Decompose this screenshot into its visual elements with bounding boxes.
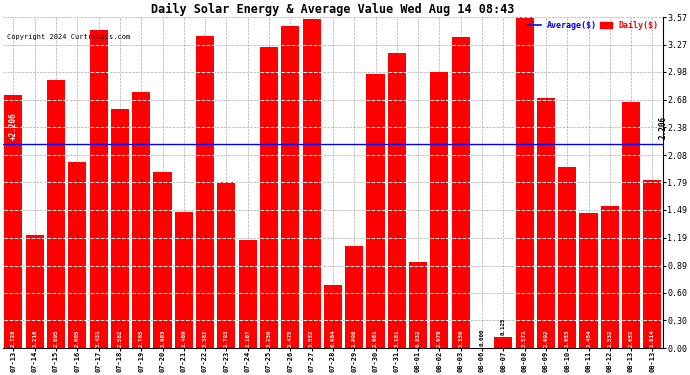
Bar — [622, 102, 640, 348]
Text: 1.098: 1.098 — [352, 330, 357, 347]
Bar — [111, 109, 129, 348]
Text: +2.206: +2.206 — [9, 112, 18, 140]
Bar — [175, 212, 193, 348]
Text: 2.765: 2.765 — [139, 330, 144, 347]
Bar — [366, 74, 384, 348]
Text: 2.005: 2.005 — [75, 330, 80, 347]
Bar — [132, 92, 150, 348]
Text: 2.206: 2.206 — [658, 116, 667, 139]
Text: 3.431: 3.431 — [96, 330, 101, 347]
Text: 2.895: 2.895 — [54, 330, 59, 347]
Text: 2.652: 2.652 — [629, 330, 633, 347]
Text: 1.953: 1.953 — [564, 330, 570, 347]
Bar — [601, 206, 619, 348]
Bar — [90, 30, 108, 348]
Bar — [26, 236, 43, 348]
Text: 3.350: 3.350 — [458, 330, 463, 347]
Bar — [558, 167, 576, 348]
Bar — [47, 80, 65, 348]
Title: Daily Solar Energy & Average Value Wed Aug 14 08:43: Daily Solar Energy & Average Value Wed A… — [151, 3, 515, 16]
Bar — [196, 36, 214, 348]
Text: 3.181: 3.181 — [394, 330, 400, 347]
Text: 2.728: 2.728 — [11, 330, 16, 347]
Text: 1.903: 1.903 — [160, 330, 165, 347]
Text: 1.469: 1.469 — [181, 330, 186, 347]
Bar — [537, 99, 555, 348]
Text: 3.362: 3.362 — [203, 330, 208, 347]
Bar — [282, 26, 299, 348]
Text: 1.216: 1.216 — [32, 330, 37, 347]
Text: 2.961: 2.961 — [373, 330, 378, 347]
Text: 1.793: 1.793 — [224, 330, 229, 347]
Bar — [494, 337, 513, 348]
Bar — [260, 47, 278, 348]
Text: 3.552: 3.552 — [309, 330, 314, 347]
Text: 0.932: 0.932 — [415, 330, 421, 347]
Legend: Average($), Daily($): Average($), Daily($) — [524, 18, 662, 33]
Text: 1.532: 1.532 — [607, 330, 612, 347]
Text: 2.582: 2.582 — [117, 330, 122, 347]
Bar — [239, 240, 257, 348]
Bar — [643, 180, 662, 348]
Text: 1.167: 1.167 — [245, 330, 250, 347]
Bar — [303, 19, 321, 348]
Text: 3.571: 3.571 — [522, 330, 527, 347]
Text: 0.125: 0.125 — [501, 317, 506, 335]
Bar — [324, 285, 342, 348]
Text: 1.814: 1.814 — [650, 330, 655, 347]
Text: 3.475: 3.475 — [288, 330, 293, 347]
Bar — [409, 262, 427, 348]
Text: 2.692: 2.692 — [544, 330, 549, 347]
Bar — [431, 72, 448, 348]
Text: 0.000: 0.000 — [480, 329, 484, 346]
Text: 1.454: 1.454 — [586, 330, 591, 347]
Bar — [388, 53, 406, 348]
Text: 0.684: 0.684 — [331, 330, 335, 347]
Text: 3.250: 3.250 — [266, 330, 272, 347]
Bar — [68, 162, 86, 348]
Bar — [153, 172, 172, 348]
Text: Copyright 2024 Curtronics.com: Copyright 2024 Curtronics.com — [7, 34, 130, 40]
Bar — [4, 95, 23, 348]
Bar — [217, 182, 235, 348]
Bar — [515, 17, 533, 348]
Text: 2.979: 2.979 — [437, 330, 442, 347]
Bar — [345, 246, 363, 348]
Bar — [452, 38, 470, 348]
Bar — [580, 213, 598, 348]
